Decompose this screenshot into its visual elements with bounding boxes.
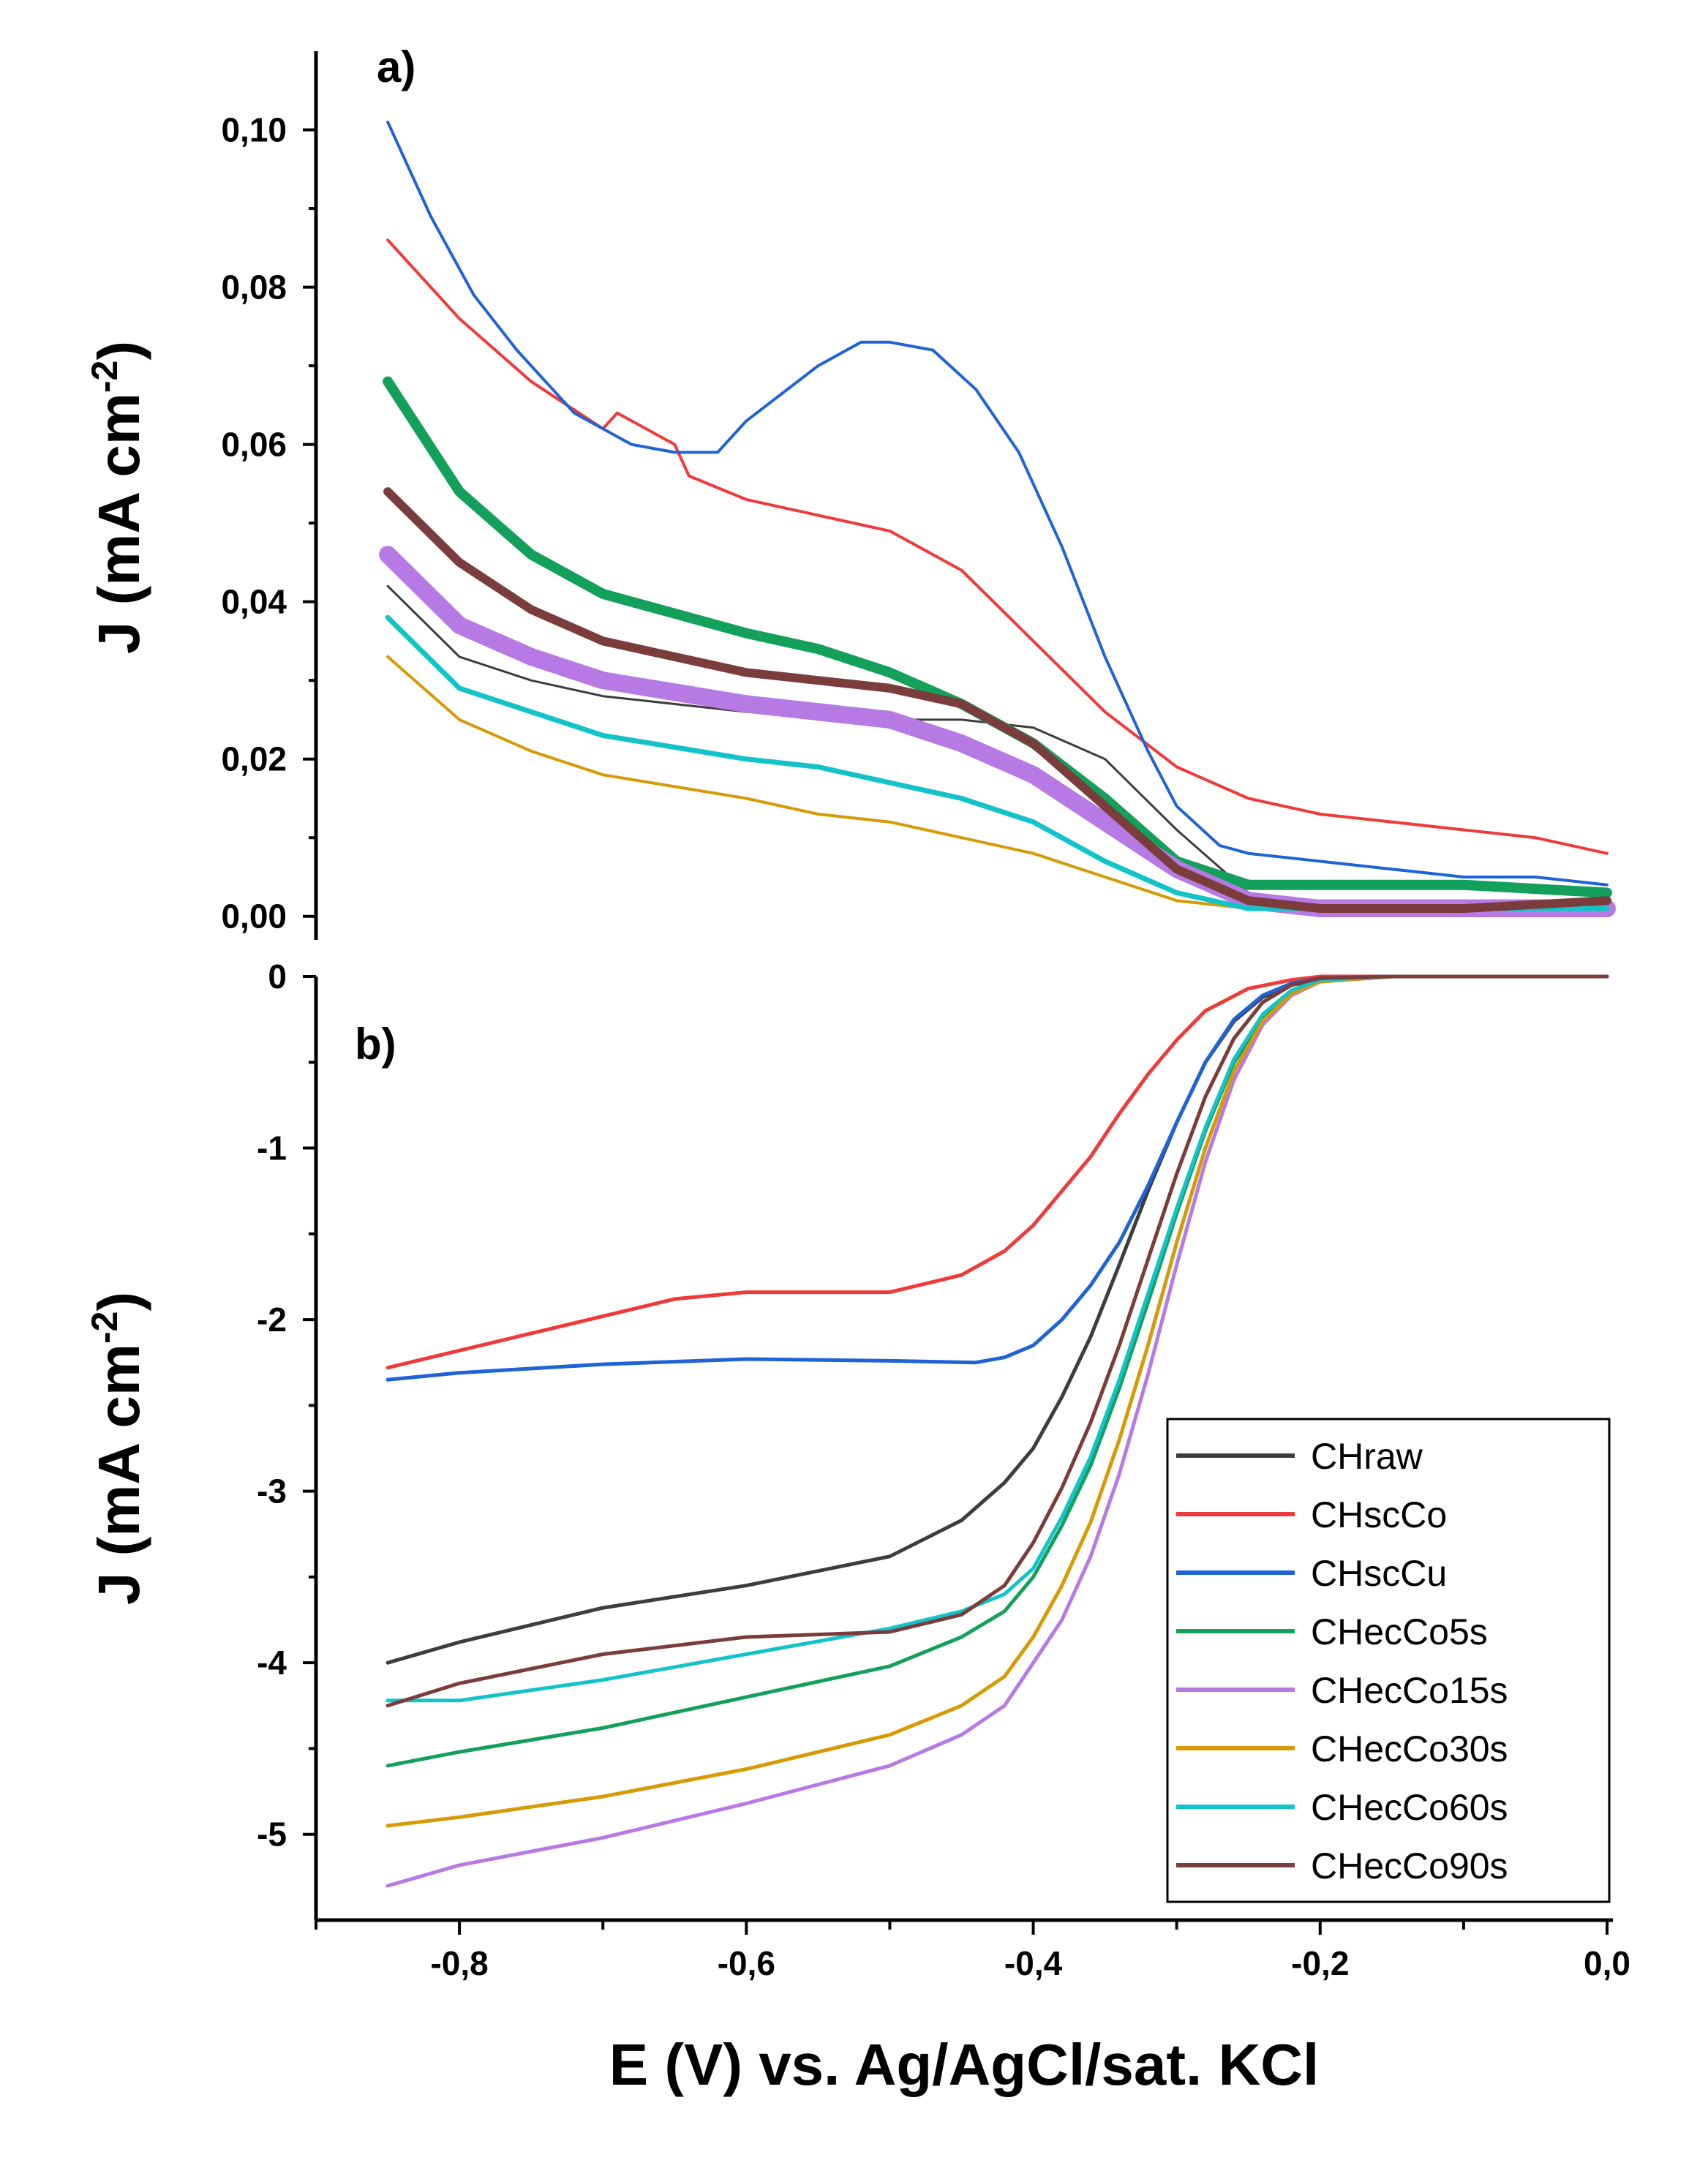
y-tick-label: -4	[257, 1644, 287, 1682]
panel-a-label: a)	[377, 42, 415, 91]
y-tick-label: 0,10	[221, 111, 287, 149]
x-tick-label: -0,2	[1291, 1944, 1349, 1982]
series-line-CHecCo5s	[383, 376, 1612, 898]
x-ticks: -0,8 -0,6 -0,4 -0,2 0,0	[315, 1920, 1630, 1982]
x-tick-label: -0,8	[430, 1944, 488, 1982]
legend-label-CHecCo15s: CHecCo15s	[1311, 1670, 1508, 1711]
panel-b-y-ticks: 0 -1 -2 -3 -4 -5	[257, 957, 316, 1854]
series-line-CHscCu	[385, 974, 1609, 1382]
panel-b-series	[385, 974, 1609, 1888]
legend-label-CHscCu: CHscCu	[1311, 1553, 1447, 1594]
panel-a-series	[379, 120, 1616, 917]
y-tick-label: 0,00	[221, 898, 287, 936]
legend-label-CHraw: CHraw	[1311, 1436, 1423, 1477]
x-tick-label: 0,0	[1584, 1944, 1630, 1982]
x-tick-label: -0,6	[718, 1944, 775, 1982]
y-tick-label: -5	[257, 1816, 287, 1854]
y-tick-label: -1	[257, 1129, 287, 1167]
y-tick-label: 0,08	[221, 268, 287, 306]
y-tick-label: 0	[268, 957, 287, 996]
y-tick-label: -2	[257, 1301, 287, 1339]
legend-label-CHscCo: CHscCo	[1311, 1494, 1447, 1535]
x-axis-title: E (V) vs. Ag/AgCl/sat. KCl	[609, 2032, 1320, 2097]
series-line-CHraw	[386, 584, 1609, 902]
series-line-CHecCo30s	[385, 974, 1609, 1828]
series-line-CHecCo30s	[386, 655, 1609, 910]
legend-label-CHecCo60s: CHecCo60s	[1311, 1787, 1508, 1828]
panel-b-y-axis-title: J (mA cm-2)	[84, 1292, 151, 1605]
series-line-CHscCo	[386, 238, 1609, 855]
legend-label-CHecCo30s: CHecCo30s	[1311, 1728, 1508, 1769]
legend-box	[1166, 1418, 1611, 1903]
y-tick-label: 0,04	[221, 583, 287, 621]
series-line-CHecCo60s	[385, 974, 1609, 1703]
series-line-CHecCo90s	[385, 974, 1609, 1708]
y-tick-label: 0,06	[221, 426, 287, 464]
series-line-CHscCu	[386, 120, 1609, 887]
panel-b: b) 0 -1 -2 -3 -4 -5 -0,8 -0,6 -0,4 -0,2 0,0 J (mA…	[84, 957, 1630, 2097]
y-tick-label: 0,02	[221, 740, 287, 778]
x-tick-label: -0,4	[1004, 1944, 1063, 1982]
legend-label-CHecCo5s: CHecCo5s	[1311, 1611, 1488, 1652]
legend-label-CHecCo90s: CHecCo90s	[1311, 1845, 1508, 1886]
panel-a-y-ticks: 0,00 0,02 0,04 0,06 0,08 0,10	[221, 111, 316, 936]
y-tick-label: -3	[257, 1472, 287, 1510]
series-line-CHecCo90s	[383, 487, 1611, 913]
panel-a-y-axis-title: J (mA cm-2)	[84, 341, 151, 654]
series-line-CHscCo	[385, 974, 1609, 1370]
panel-b-label: b)	[355, 1020, 396, 1069]
legend: CHraw CHscCo CHscCu CHecCo5s CHecCo15s CHecCo…	[1166, 1418, 1611, 1903]
legend-items: CHraw CHscCo CHscCu CHecCo5s CHecCo15s CHecCo…	[1176, 1436, 1508, 1886]
panel-a: a) 0,00 0,02 0,04 0,06 0,08 0,10 J (mA cm-2)	[84, 42, 1616, 940]
